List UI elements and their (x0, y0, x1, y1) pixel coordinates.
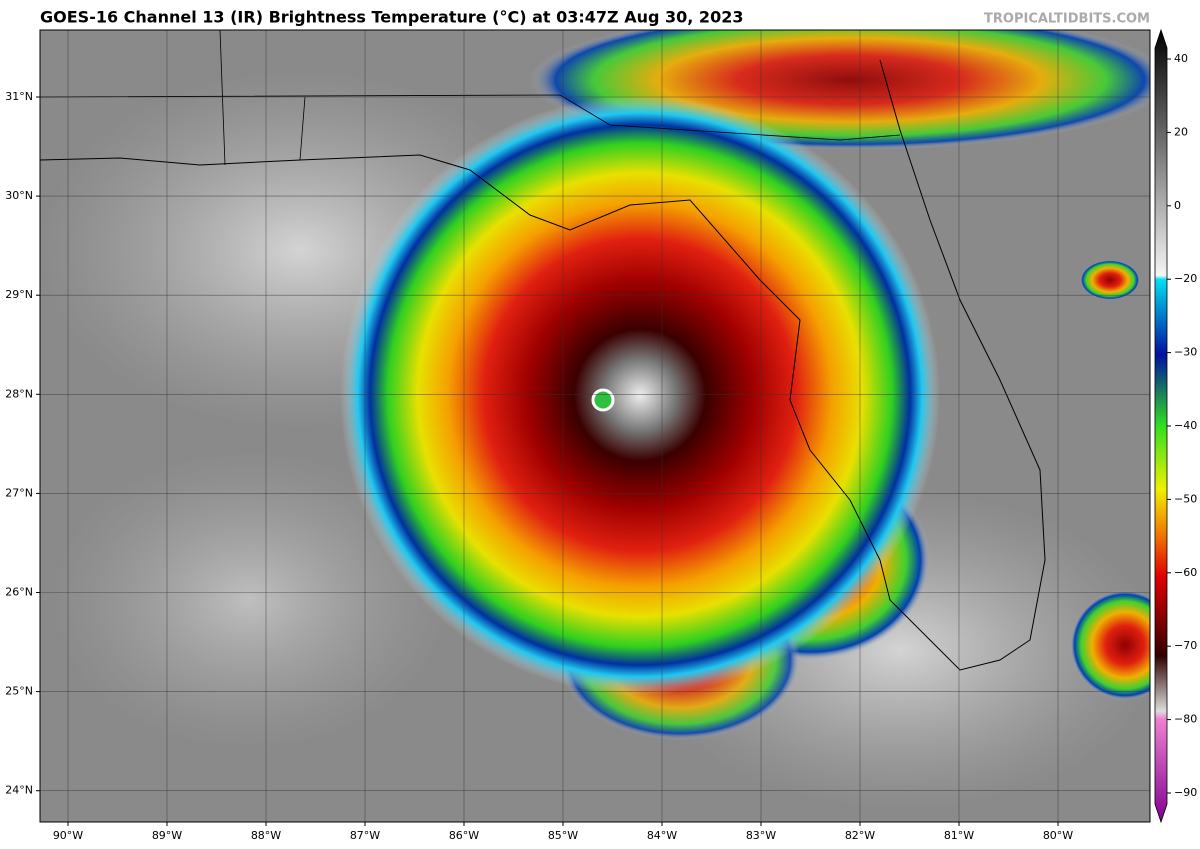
lon-label: 82°W (845, 829, 875, 842)
map-title: GOES-16 Channel 13 (IR) Brightness Tempe… (40, 8, 743, 27)
lat-label: 25°N (5, 685, 33, 698)
colorbar-label: 20 (1174, 125, 1188, 138)
colorbar-label: 0 (1174, 199, 1181, 212)
satellite-map (40, 30, 1150, 822)
colorbar-label: −30 (1174, 346, 1197, 359)
colorbar-label: −90 (1174, 786, 1197, 799)
colorbar: 40 20 0 −20 −30 −40 −50 −60 −70 −80 −90 (1154, 28, 1197, 824)
colorbar-label: −20 (1174, 272, 1197, 285)
colorbar-label: −40 (1174, 419, 1197, 432)
colorbar-label: −50 (1174, 492, 1197, 505)
lon-label: 83°W (746, 829, 776, 842)
lat-label: 30°N (5, 189, 33, 202)
credit: TROPICALTIDBITS.COM (984, 12, 1150, 27)
colorbar-label: −60 (1174, 566, 1197, 579)
colorbar-bar (1154, 28, 1168, 824)
lat-label: 29°N (5, 288, 33, 301)
colorbar-label: 40 (1174, 52, 1188, 65)
lon-label: 87°W (350, 829, 380, 842)
lat-label: 31°N (5, 90, 33, 103)
lon-label: 84°W (647, 829, 677, 842)
colorbar-label: −70 (1174, 639, 1197, 652)
lon-label: 88°W (251, 829, 281, 842)
lat-label: 28°N (5, 387, 33, 400)
lon-label: 89°W (152, 829, 182, 842)
graticule (40, 30, 1150, 822)
lon-label: 90°W (53, 829, 83, 842)
lat-label: 27°N (5, 486, 33, 499)
colorbar-label: −80 (1174, 713, 1197, 726)
lat-label: 26°N (5, 586, 33, 599)
lat-label: 24°N (5, 784, 33, 797)
lon-label: 81°W (944, 829, 974, 842)
lon-label: 80°W (1043, 829, 1073, 842)
lon-label: 85°W (548, 829, 578, 842)
lon-label: 86°W (449, 829, 479, 842)
